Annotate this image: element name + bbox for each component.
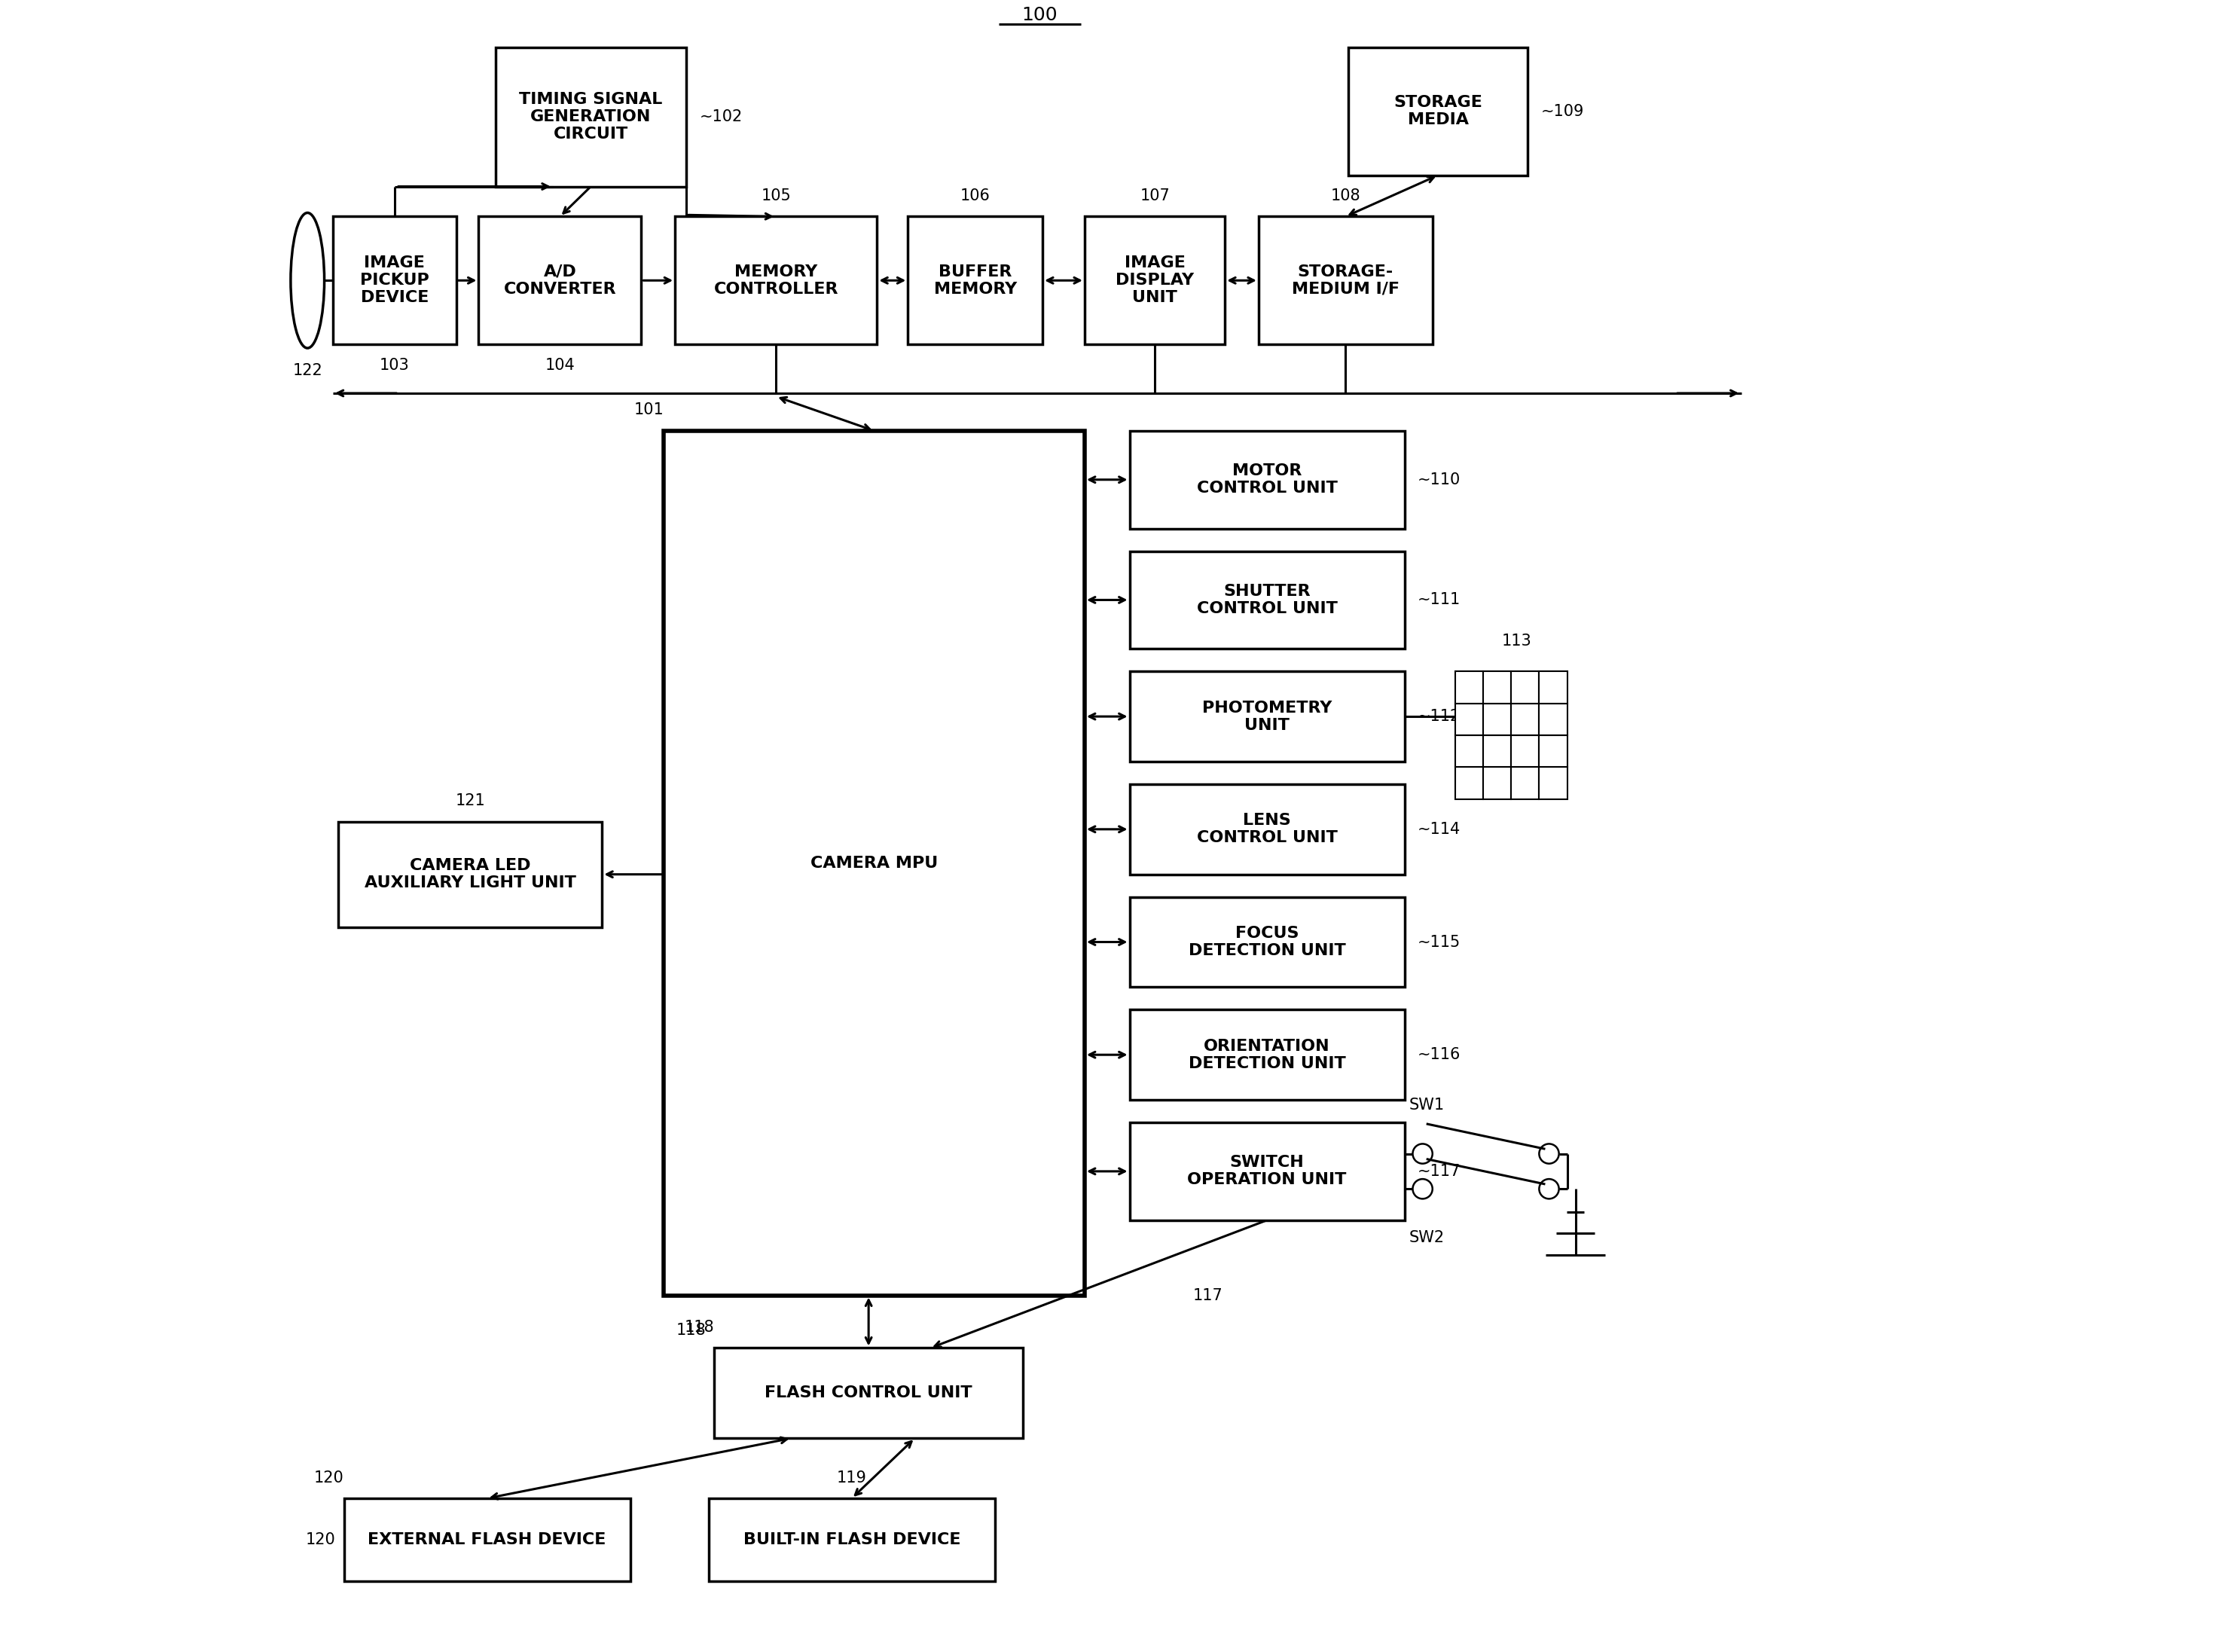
Bar: [1538, 671, 1567, 704]
FancyBboxPatch shape: [675, 216, 876, 344]
Text: ~109: ~109: [1540, 104, 1585, 119]
Circle shape: [1538, 1180, 1558, 1199]
Text: 107: 107: [1140, 188, 1171, 203]
Text: ORIENTATION
DETECTION UNIT: ORIENTATION DETECTION UNIT: [1188, 1039, 1346, 1070]
Text: STORAGE-
MEDIUM I/F: STORAGE- MEDIUM I/F: [1292, 264, 1399, 297]
Text: 119: 119: [837, 1470, 867, 1485]
Bar: [1483, 735, 1511, 767]
Text: ~111: ~111: [1419, 593, 1461, 608]
FancyBboxPatch shape: [1129, 431, 1405, 529]
Bar: [1511, 704, 1538, 735]
FancyBboxPatch shape: [708, 1498, 996, 1581]
Text: ~114: ~114: [1419, 821, 1461, 838]
Circle shape: [1538, 1143, 1558, 1163]
Text: BUILT-IN FLASH DEVICE: BUILT-IN FLASH DEVICE: [744, 1531, 960, 1548]
Text: CAMERA MPU: CAMERA MPU: [810, 856, 938, 871]
Text: STORAGE
MEDIA: STORAGE MEDIA: [1394, 96, 1483, 127]
FancyBboxPatch shape: [1129, 671, 1405, 762]
Text: EXTERNAL FLASH DEVICE: EXTERNAL FLASH DEVICE: [367, 1531, 606, 1548]
Text: CAMERA LED
AUXILIARY LIGHT UNIT: CAMERA LED AUXILIARY LIGHT UNIT: [365, 857, 575, 890]
FancyBboxPatch shape: [1129, 1009, 1405, 1100]
Text: MEMORY
CONTROLLER: MEMORY CONTROLLER: [713, 264, 839, 297]
Text: MOTOR
CONTROL UNIT: MOTOR CONTROL UNIT: [1197, 464, 1337, 496]
FancyBboxPatch shape: [332, 216, 456, 344]
Text: 108: 108: [1330, 188, 1361, 203]
FancyBboxPatch shape: [339, 821, 602, 927]
Bar: [1538, 735, 1567, 767]
Circle shape: [1412, 1180, 1432, 1199]
Text: 104: 104: [544, 357, 575, 373]
Text: ~115: ~115: [1419, 935, 1461, 950]
Text: 106: 106: [960, 188, 989, 203]
Text: 120: 120: [314, 1470, 343, 1485]
FancyBboxPatch shape: [715, 1348, 1022, 1439]
Text: ~117: ~117: [1419, 1163, 1461, 1180]
Bar: [1511, 735, 1538, 767]
Text: A/D
CONVERTER: A/D CONVERTER: [505, 264, 617, 297]
Text: BUFFER
MEMORY: BUFFER MEMORY: [934, 264, 1016, 297]
Text: SWITCH
OPERATION UNIT: SWITCH OPERATION UNIT: [1188, 1155, 1346, 1188]
Text: 100: 100: [1022, 7, 1058, 25]
FancyBboxPatch shape: [478, 216, 642, 344]
FancyBboxPatch shape: [1129, 552, 1405, 649]
Ellipse shape: [290, 213, 325, 349]
Bar: [1538, 704, 1567, 735]
Text: 101: 101: [633, 403, 664, 418]
Bar: [1511, 671, 1538, 704]
Text: 118: 118: [677, 1323, 706, 1338]
FancyBboxPatch shape: [1129, 785, 1405, 874]
Text: 117: 117: [1193, 1289, 1224, 1303]
FancyBboxPatch shape: [496, 48, 686, 187]
Bar: [1483, 767, 1511, 800]
Text: SW1: SW1: [1410, 1097, 1445, 1112]
FancyBboxPatch shape: [343, 1498, 631, 1581]
Bar: [1454, 767, 1483, 800]
Text: ~102: ~102: [699, 109, 744, 124]
Bar: [1483, 671, 1511, 704]
FancyBboxPatch shape: [1129, 1122, 1405, 1221]
Text: ~110: ~110: [1419, 472, 1461, 487]
Text: SW2: SW2: [1410, 1231, 1445, 1246]
Circle shape: [1412, 1143, 1432, 1163]
FancyBboxPatch shape: [1348, 48, 1527, 175]
FancyBboxPatch shape: [664, 431, 1084, 1295]
Text: ~116: ~116: [1419, 1047, 1461, 1062]
Text: FOCUS
DETECTION UNIT: FOCUS DETECTION UNIT: [1188, 925, 1346, 958]
Bar: [1454, 735, 1483, 767]
Text: 113: 113: [1503, 634, 1531, 649]
Text: TIMING SIGNAL
GENERATION
CIRCUIT: TIMING SIGNAL GENERATION CIRCUIT: [520, 93, 662, 142]
Text: SHUTTER
CONTROL UNIT: SHUTTER CONTROL UNIT: [1197, 583, 1337, 616]
Bar: [1511, 767, 1538, 800]
FancyBboxPatch shape: [1084, 216, 1224, 344]
Bar: [1538, 767, 1567, 800]
Text: 103: 103: [378, 357, 409, 373]
Text: IMAGE
PICKUP
DEVICE: IMAGE PICKUP DEVICE: [361, 256, 429, 306]
FancyBboxPatch shape: [1259, 216, 1432, 344]
Text: LENS
CONTROL UNIT: LENS CONTROL UNIT: [1197, 813, 1337, 846]
Bar: [1483, 704, 1511, 735]
Text: PHOTOMETRY
UNIT: PHOTOMETRY UNIT: [1202, 700, 1332, 733]
FancyBboxPatch shape: [907, 216, 1042, 344]
Text: ~112: ~112: [1419, 709, 1461, 724]
Text: 121: 121: [456, 793, 485, 808]
Bar: [1454, 704, 1483, 735]
Text: FLASH CONTROL UNIT: FLASH CONTROL UNIT: [766, 1386, 972, 1401]
FancyBboxPatch shape: [1129, 897, 1405, 988]
Text: 120: 120: [305, 1531, 336, 1548]
Text: IMAGE
DISPLAY
UNIT: IMAGE DISPLAY UNIT: [1115, 256, 1195, 306]
Bar: [1454, 671, 1483, 704]
Text: 118: 118: [684, 1320, 715, 1335]
Text: 122: 122: [292, 363, 323, 378]
Text: 105: 105: [761, 188, 790, 203]
